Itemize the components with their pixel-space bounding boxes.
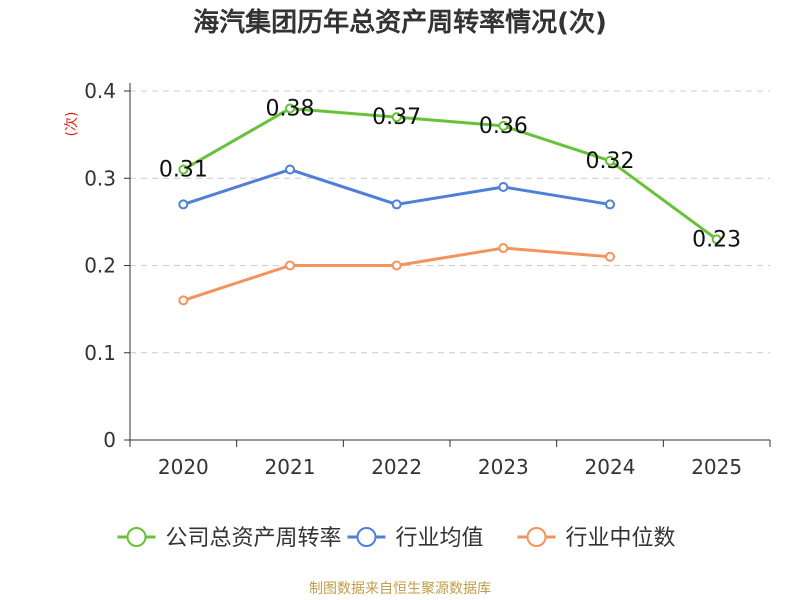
- y-tick-label: 0.4: [84, 79, 116, 103]
- data-point: [605, 199, 615, 210]
- data-point: [498, 181, 509, 192]
- data-label: 0.36: [479, 114, 528, 139]
- source-note: 制图数据来自恒生聚源数据库: [309, 581, 491, 597]
- x-tick-label: 2025: [691, 455, 742, 479]
- y-tick-label: 0.3: [84, 166, 116, 190]
- legend-label: 行业均值: [396, 526, 484, 551]
- data-label: 0.37: [372, 105, 421, 130]
- series-line: [182, 246, 611, 302]
- x-tick-label: 2024: [585, 455, 636, 479]
- y-tick-label: 0.2: [84, 254, 116, 278]
- data-label: 0.23: [692, 227, 741, 252]
- series-line: [182, 168, 611, 206]
- data-point: [285, 164, 295, 175]
- data-point: [498, 243, 509, 254]
- data-point: [285, 260, 295, 271]
- legend-marker: [356, 527, 377, 547]
- x-tick-label: 2023: [478, 455, 529, 479]
- series-line: [182, 106, 718, 241]
- data-point: [391, 199, 402, 210]
- y-tick-label: 0.1: [84, 341, 116, 365]
- data-point: [391, 260, 402, 271]
- data-label: 0.32: [586, 149, 635, 174]
- chart-title: 海汽集团历年总资产周转率情况(次): [193, 8, 607, 38]
- data-point: [178, 164, 189, 175]
- y-axis-label: (次): [64, 112, 80, 137]
- data-point: [605, 251, 615, 262]
- data-label: 0.31: [159, 158, 208, 183]
- data-point: [605, 155, 615, 166]
- data-point: [711, 234, 722, 245]
- legend-marker: [526, 527, 547, 547]
- legend-label: 行业中位数: [566, 526, 676, 551]
- data-point: [178, 295, 189, 306]
- data-point: [178, 199, 189, 210]
- y-tick-label: 0: [103, 428, 116, 452]
- x-tick-label: 2020: [158, 455, 209, 479]
- data-point: [498, 120, 509, 131]
- legend-marker: [126, 527, 147, 547]
- data-point: [285, 103, 295, 114]
- legend-label: 公司总资产周转率: [166, 526, 342, 551]
- x-tick-label: 2022: [371, 455, 422, 479]
- x-tick-label: 2021: [265, 455, 316, 479]
- data-point: [391, 112, 402, 123]
- data-label: 0.38: [266, 96, 315, 121]
